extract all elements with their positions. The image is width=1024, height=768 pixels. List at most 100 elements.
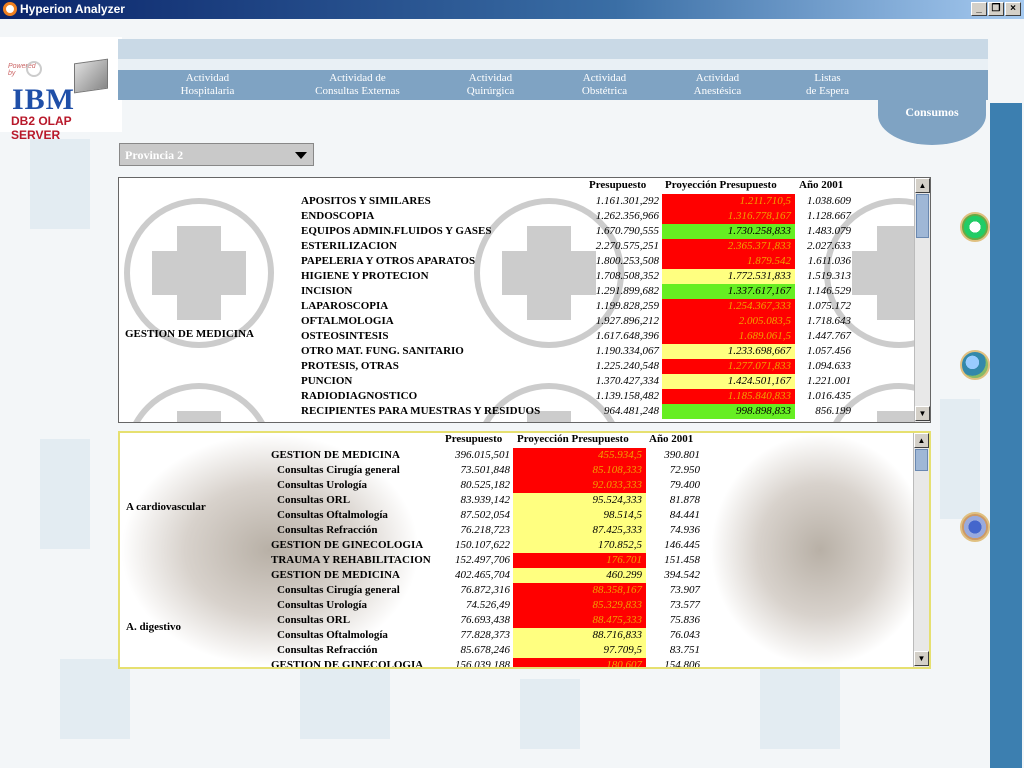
tab-consumos[interactable]: Consumos: [878, 99, 986, 145]
cell-ano-2001: 1.146.529: [807, 285, 851, 297]
cell-proyeccion: 998.898,833: [662, 404, 795, 419]
row-label: APOSITOS Y SIMILARES: [301, 195, 431, 207]
cell-ano-2001: 146.445: [664, 539, 700, 551]
nav-bar: [118, 70, 988, 100]
cell-presupuesto: 2.270.575,251: [595, 240, 659, 252]
scroll-up-button[interactable]: ▲: [915, 178, 930, 193]
nav-actividad-anestesica[interactable]: Actividad Anestésica: [693, 72, 742, 97]
cell-presupuesto: 87.502,054: [460, 509, 511, 521]
cell-proyeccion: 88.475,333: [513, 613, 646, 628]
cell-presupuesto: 1.199.828,259: [595, 300, 659, 312]
ibm-logo: IBM: [12, 83, 75, 116]
cell-proyeccion: 455.934,5: [513, 448, 646, 463]
cell-ano-2001: 1.038.609: [807, 195, 851, 207]
powered-by-icon: [26, 61, 42, 77]
minimize-button[interactable]: _: [971, 2, 987, 16]
nav-actividad-hospitalaria[interactable]: Actividad Hospitalaria: [180, 72, 235, 97]
cell-presupuesto: 74.526,49: [466, 599, 510, 611]
provincia-select[interactable]: Provincia 2: [119, 143, 314, 166]
cell-ano-2001: 79.400: [669, 479, 700, 491]
cell-presupuesto: 402.465,704: [455, 569, 510, 581]
cell-presupuesto: 85.678,246: [460, 644, 511, 656]
cell-presupuesto: 1.800.253,508: [595, 255, 659, 267]
cell-proyeccion: 1.185.840,833: [662, 389, 795, 404]
row-label: RECIPIENTES PARA MUESTRAS Y RESIDUOS: [301, 405, 541, 417]
cell-presupuesto: 152.497,706: [455, 554, 510, 566]
nav-listas-de-espera[interactable]: Listas de Espera: [805, 72, 850, 97]
cell-proyeccion: 1.233.698,667: [662, 344, 795, 359]
nav-actividad-obstetrica[interactable]: Actividad Obstétrica: [581, 72, 628, 97]
cell-presupuesto: 1.617.648,396: [595, 330, 659, 342]
cell-ano-2001: 81.878: [669, 494, 700, 506]
col-header-proyeccion: Proyección Presupuesto: [517, 433, 629, 445]
cell-proyeccion: 92.033,333: [513, 478, 646, 493]
row-label: Consultas ORL: [277, 614, 351, 626]
row-label: PAPELERIA Y OTROS APARATOS: [301, 255, 476, 267]
row-label: HIGIENE Y PROTECION: [301, 270, 429, 282]
cell-ano-2001: 73.577: [669, 599, 700, 611]
cell-ano-2001: 1.718.643: [807, 315, 851, 327]
medical-cross-decoration: [124, 198, 274, 348]
tab-consumos-label: Consumos: [905, 105, 959, 119]
cell-presupuesto: 1.225.240,548: [595, 360, 659, 372]
cell-proyeccion: 170.852,5: [513, 538, 646, 553]
row-label: ENDOSCOPIA: [301, 210, 375, 222]
row-label: EQUIPOS ADMIN.FLUIDOS Y GASES: [301, 225, 492, 237]
cell-proyeccion: 85.108,333: [513, 463, 646, 478]
target-icon[interactable]: [960, 512, 990, 542]
cell-presupuesto: 1.262.356,966: [595, 210, 659, 222]
scroll-up-button[interactable]: ▲: [914, 433, 929, 448]
scroll-thumb[interactable]: [915, 449, 928, 471]
scroll-down-button[interactable]: ▼: [915, 406, 930, 421]
provincia-select-value: Provincia 2: [125, 148, 184, 162]
cell-ano-2001: 151.458: [664, 554, 700, 566]
cell-ano-2001: 83.751: [669, 644, 700, 656]
grid-consumos-material: Presupuesto Proyección Presupuesto Año 2…: [118, 177, 931, 423]
row-label: Consultas Refracción: [277, 524, 378, 536]
header-band-top: [118, 39, 988, 59]
cell-proyeccion: 1.424.501,167: [662, 374, 795, 389]
grid2-scrollbar[interactable]: ▲ ▼: [913, 433, 929, 667]
server-cube-icon: [74, 58, 108, 94]
eye-icon[interactable]: [960, 212, 990, 242]
col-header-ano-2001: Año 2001: [799, 179, 844, 191]
cell-proyeccion: 1.211.710,5: [662, 194, 795, 209]
medical-cross-decoration: [474, 198, 624, 348]
cell-proyeccion: 1.730.258,833: [662, 224, 795, 239]
scroll-down-button[interactable]: ▼: [914, 651, 929, 666]
cell-proyeccion: 176.701: [513, 553, 646, 568]
row-label: OFTALMOLOGIA: [301, 315, 394, 327]
restore-button[interactable]: ❐: [988, 2, 1004, 16]
cell-proyeccion: 1.254.367,333: [662, 299, 795, 314]
cell-proyeccion: 1.879.542: [662, 254, 795, 269]
cell-presupuesto: 77.828,373: [460, 629, 511, 641]
grid1-scrollbar[interactable]: ▲ ▼: [914, 178, 930, 422]
row-label: Consultas Urología: [277, 479, 367, 491]
row-label: PROTESIS, OTRAS: [301, 360, 399, 372]
medical-cross-decoration: [124, 383, 274, 422]
nav-actividad-quirurgica[interactable]: Actividad Quirúrgica: [466, 72, 515, 97]
nav-actividad-consultas-externas[interactable]: Actividad de Consultas Externas: [315, 72, 400, 97]
close-button[interactable]: ×: [1005, 2, 1021, 16]
row-label: GESTION DE MEDICINA: [271, 569, 400, 581]
cell-presupuesto: 1.291.899,682: [595, 285, 659, 297]
window-title: Hyperion Analyzer: [20, 2, 125, 16]
cell-ano-2001: 154.806: [664, 659, 700, 669]
cell-proyeccion: 2.365.371,833: [662, 239, 795, 254]
cell-presupuesto: 83.939,142: [460, 494, 511, 506]
cell-presupuesto: 1.708.508,352: [595, 270, 659, 282]
cell-ano-2001: 856.199: [815, 405, 851, 417]
pills-image-decoration: [120, 433, 420, 667]
cell-proyeccion: 1.772.531,833: [662, 269, 795, 284]
row-label: INCISION: [301, 285, 353, 297]
group-label-digestivo: A. digestivo: [126, 621, 181, 633]
cell-presupuesto: 156.039,188: [455, 659, 510, 669]
product-name: DB2 OLAP SERVER: [11, 114, 72, 142]
globe-icon[interactable]: [960, 350, 990, 380]
cell-ano-2001: 2.027.633: [807, 240, 851, 252]
group-label: GESTION DE MEDICINA: [125, 328, 254, 340]
cell-presupuesto: 80.525,182: [460, 479, 511, 491]
app-icon: [3, 2, 17, 16]
scroll-thumb[interactable]: [916, 194, 929, 238]
row-label: TRAUMA Y REHABILITACION: [271, 554, 431, 566]
